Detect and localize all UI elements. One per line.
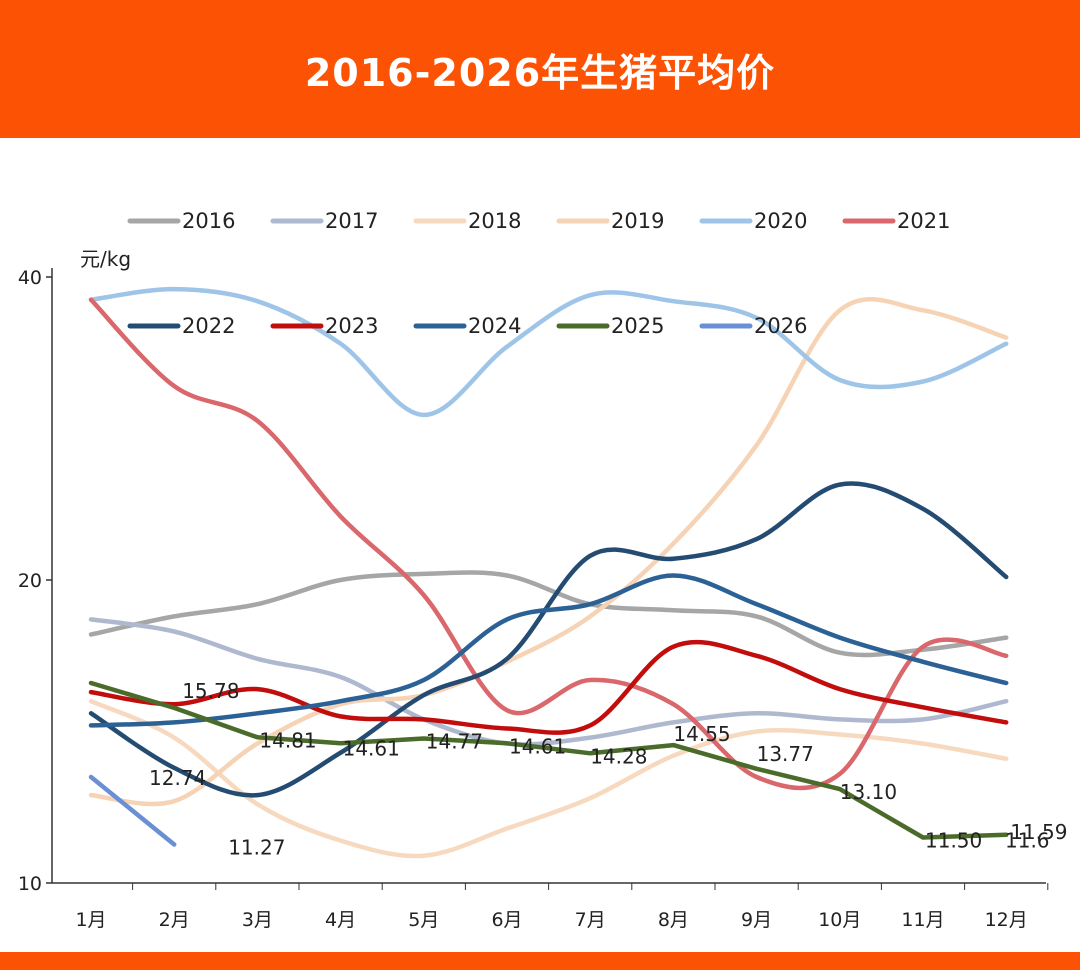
legend-label-2017: 2017 [325,209,378,233]
footer-bar [0,952,1080,970]
data-label: 13.77 [757,742,814,766]
legend-label-2021: 2021 [897,209,950,233]
price-line-chart: 10 20 40 元/kg 1月 2月 3月 4月 5月 6月 7月 8月 9月 10月 11月 12月 15.… [0,138,1080,952]
x-tick-label: 11月 [901,909,944,931]
legend-label-2023: 2023 [325,314,378,338]
legend-label-2018: 2018 [468,209,521,233]
legend-label-2026: 2026 [754,314,807,338]
x-tick-label: 9月 [741,909,772,931]
x-tick-label: 6月 [491,909,522,931]
data-label: 11.27 [228,836,285,860]
x-tick-label: 7月 [575,909,606,931]
x-tick-label: 8月 [658,909,689,931]
y-axis-label: 元/kg [80,247,131,271]
x-tick-label: 5月 [408,909,439,931]
data-label: 14.55 [673,722,730,746]
series-line-2018 [91,701,1006,856]
y-tick-label: 10 [18,873,42,895]
x-tick-label: 4月 [325,909,356,931]
y-tick-label: 40 [18,267,42,289]
page-title: 2016-2026年生猪平均价 [0,42,1080,97]
legend-label-2022: 2022 [182,314,235,338]
title-banner: 2016-2026年生猪平均价 [0,0,1080,138]
x-tick-label: 1月 [75,909,106,931]
data-label: 14.28 [590,744,647,768]
legend-label-2019: 2019 [611,209,664,233]
data-label: 13.10 [840,780,897,804]
series-line-2020 [91,289,1006,415]
legend-label-2016: 2016 [182,209,235,233]
legend-label-2025: 2025 [611,314,664,338]
data-label: 15.78 [182,679,239,703]
x-tick-label: 10月 [818,909,861,931]
legend-label-2024: 2024 [468,314,521,338]
data-label: 11.50 [925,829,982,853]
data-label: 14.61 [343,736,400,760]
data-label: 14.81 [259,728,316,752]
x-tick-label: 2月 [159,909,190,931]
x-tick-label: 12月 [985,909,1028,931]
data-label: 14.77 [426,729,483,753]
legend-label-2020: 2020 [754,209,807,233]
y-tick-label: 20 [18,570,42,592]
data-label: 12.74 [149,766,206,790]
data-label: 14.61 [509,734,566,758]
data-label: 11.59 [1010,820,1067,844]
x-tick-label: 3月 [242,909,273,931]
